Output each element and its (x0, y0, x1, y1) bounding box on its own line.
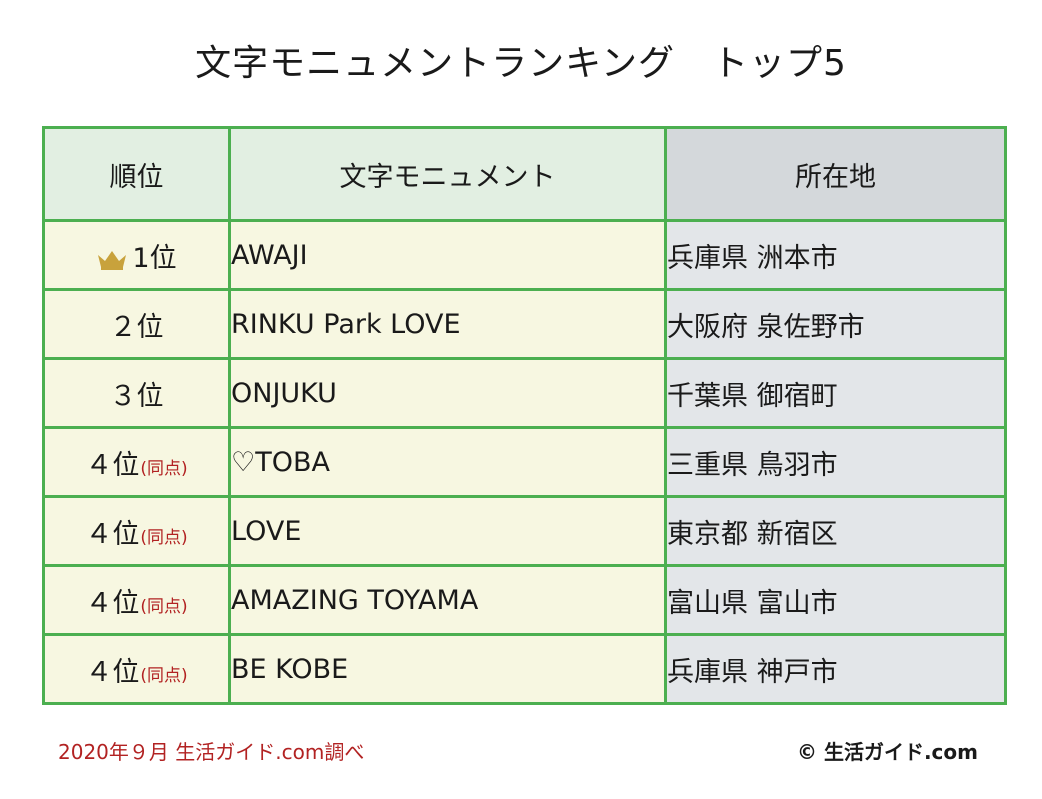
monument-name: ♡TOBA (228, 426, 667, 498)
rank-label: ４位 (85, 587, 140, 619)
rank-label: 1位 (132, 242, 177, 274)
location-cell: 兵庫県 洲本市 (664, 219, 1007, 291)
location-cell: 東京都 新宿区 (664, 495, 1007, 567)
rank-cell: ４位(同点) (42, 426, 231, 498)
table-row: ４位(同点) ♡TOBA 三重県 鳥羽市 (42, 426, 1007, 498)
tie-badge: (同点) (140, 458, 188, 479)
location-cell: 富山県 富山市 (664, 564, 1007, 636)
ranking-table: 順位 文字モニュメント 所在地 1位 AWAJI 兵庫県 洲本市 ２位 RINK… (42, 126, 1007, 705)
rank-label: ２位 (109, 311, 164, 343)
rank-cell: ４位(同点) (42, 495, 231, 567)
tie-badge: (同点) (140, 527, 188, 548)
table-header-row: 順位 文字モニュメント 所在地 (42, 126, 1007, 222)
header-name: 文字モニュメント (228, 126, 667, 222)
rank-cell: ３位 (42, 357, 231, 429)
header-rank: 順位 (42, 126, 231, 222)
rank-label: ４位 (85, 656, 140, 688)
monument-name: AWAJI (228, 219, 667, 291)
source-note: 2020年９月 生活ガイド.com調べ (58, 740, 365, 764)
table-row: ４位(同点) AMAZING TOYAMA 富山県 富山市 (42, 564, 1007, 636)
table-row: ４位(同点) BE KOBE 兵庫県 神戸市 (42, 633, 1007, 705)
table-row: ２位 RINKU Park LOVE 大阪府 泉佐野市 (42, 288, 1007, 360)
page-title: 文字モニュメントランキング トップ5 (195, 43, 847, 84)
table-row: 1位 AWAJI 兵庫県 洲本市 (42, 219, 1007, 291)
monument-name: RINKU Park LOVE (228, 288, 667, 360)
copyright: © 生活ガイド.com (797, 740, 978, 764)
monument-name: ONJUKU (228, 357, 667, 429)
header-place: 所在地 (664, 126, 1007, 222)
tie-badge: (同点) (140, 596, 188, 617)
location-cell: 兵庫県 神戸市 (664, 633, 1007, 705)
monument-name: LOVE (228, 495, 667, 567)
rank-cell: ４位(同点) (42, 564, 231, 636)
table-row: ３位 ONJUKU 千葉県 御宿町 (42, 357, 1007, 429)
rank-label: ４位 (85, 518, 140, 550)
rank-label: ３位 (109, 380, 164, 412)
rank-cell: ４位(同点) (42, 633, 231, 705)
tie-badge: (同点) (140, 665, 188, 686)
monument-name: AMAZING TOYAMA (228, 564, 667, 636)
location-cell: 千葉県 御宿町 (664, 357, 1007, 429)
location-cell: 大阪府 泉佐野市 (664, 288, 1007, 360)
table-row: ４位(同点) LOVE 東京都 新宿区 (42, 495, 1007, 567)
rank-label: ４位 (85, 449, 140, 481)
monument-name: BE KOBE (228, 633, 667, 705)
rank-cell: ２位 (42, 288, 231, 360)
location-cell: 三重県 鳥羽市 (664, 426, 1007, 498)
crown-icon (98, 251, 127, 270)
rank-cell: 1位 (42, 219, 231, 291)
